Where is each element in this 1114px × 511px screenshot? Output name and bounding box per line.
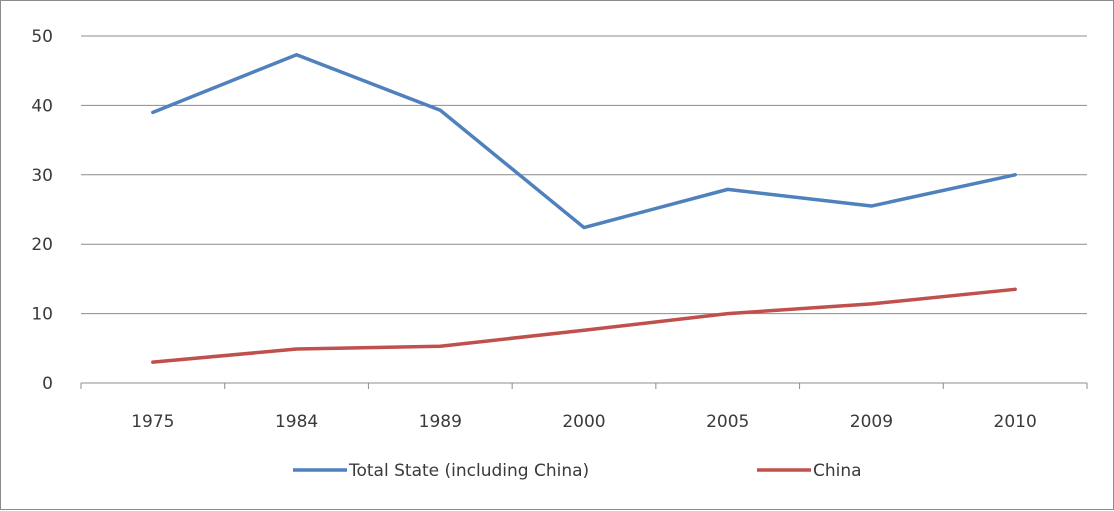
data-point [582, 226, 586, 230]
x-tick-label: 2005 [706, 412, 749, 432]
x-axis-labels: 1975 1984 1989 2000 2005 2009 2010 [80, 383, 1088, 432]
data-point [726, 312, 730, 316]
y-tick-label: 40 [31, 96, 53, 116]
y-tick-label: 0 [42, 374, 53, 394]
x-tick-label: 1984 [275, 412, 318, 432]
data-point [1013, 173, 1017, 177]
legend-label: China [813, 461, 862, 481]
series-lines [151, 52, 1017, 364]
y-tick-label: 50 [31, 27, 53, 47]
y-axis-labels: 0 10 20 30 40 50 [31, 27, 53, 394]
x-tick-label: 2000 [562, 412, 605, 432]
data-point [869, 204, 873, 208]
y-tick-label: 20 [31, 235, 53, 255]
x-tick-label: 2009 [850, 412, 893, 432]
y-tick-label: 10 [31, 305, 53, 325]
data-point [295, 53, 299, 57]
data-point [438, 108, 442, 112]
data-point [295, 347, 299, 351]
data-point [869, 302, 873, 306]
data-point [726, 187, 730, 191]
data-point [151, 110, 155, 114]
x-tick-label: 1975 [131, 412, 174, 432]
x-tick-label: 2010 [994, 412, 1037, 432]
legend-label: Total State (including China) [348, 461, 589, 481]
y-tick-label: 30 [31, 166, 53, 186]
data-point [438, 344, 442, 348]
legend: Total State (including China) China [293, 461, 862, 481]
series-line-1 [151, 52, 1017, 230]
x-tick-label: 1989 [419, 412, 462, 432]
data-point [151, 360, 155, 364]
data-point [1013, 287, 1017, 291]
gridlines [81, 35, 1087, 384]
data-point [582, 328, 586, 332]
series-line-2 [151, 287, 1017, 364]
